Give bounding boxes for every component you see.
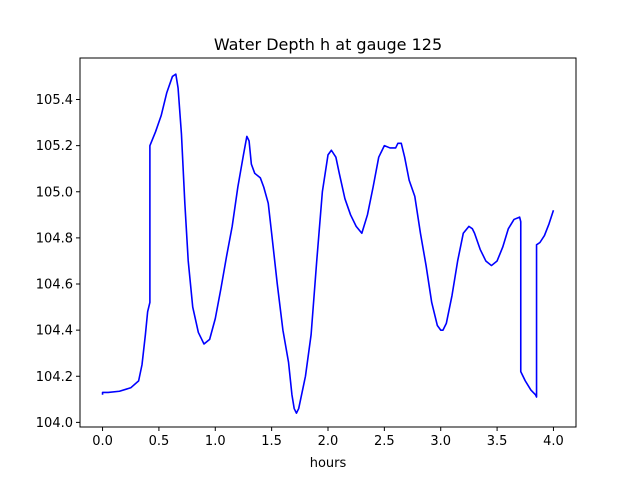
x-axis-label: hours (310, 456, 347, 471)
chart-title: Water Depth h at gauge 125 (214, 35, 442, 54)
y-tick-label: 104.2 (36, 370, 73, 385)
y-tick-label: 105.4 (36, 93, 73, 108)
y-tick-label: 105.2 (36, 139, 73, 154)
y-tick-label: 104.6 (36, 278, 73, 293)
x-tick-label: 2.0 (318, 434, 339, 449)
plot-area (101, 73, 555, 414)
y-tick-label: 105.0 (36, 185, 73, 200)
x-tick-label: 4.0 (543, 434, 564, 449)
y-tick-label: 104.4 (36, 324, 73, 339)
x-tick-label: 3.5 (487, 434, 508, 449)
y-tick-label: 104.8 (36, 231, 73, 246)
x-tick-label: 0.5 (149, 434, 170, 449)
y-axis-ticks: 104.0 104.2 104.4 104.6 104.8 105.0 105.2 105.4 (36, 93, 80, 431)
x-tick-label: 2.5 (374, 434, 395, 449)
series-line-0 (101, 73, 555, 414)
x-tick-label: 1.0 (205, 434, 226, 449)
x-tick-label: 3.0 (430, 434, 451, 449)
x-tick-label: 0.0 (92, 434, 113, 449)
y-tick-label: 104.0 (36, 416, 73, 431)
x-axis-ticks: 0.0 0.5 1.0 1.5 2.0 2.5 3.0 3.5 4.0 (92, 427, 564, 449)
x-tick-label: 1.5 (261, 434, 282, 449)
